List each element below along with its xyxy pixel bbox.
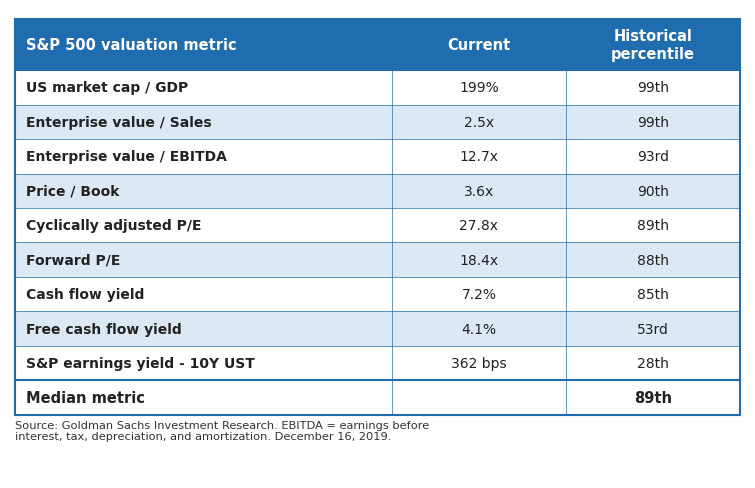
Bar bbox=[15, 174, 392, 208]
Bar bbox=[15, 277, 392, 312]
Text: Cyclically adjusted P/E: Cyclically adjusted P/E bbox=[26, 219, 202, 233]
Text: Price / Book: Price / Book bbox=[26, 184, 120, 198]
Bar bbox=[15, 208, 392, 243]
Bar bbox=[392, 140, 566, 174]
Text: Free cash flow yield: Free cash flow yield bbox=[26, 322, 182, 336]
Bar bbox=[15, 346, 392, 381]
Bar bbox=[15, 243, 392, 277]
Text: Current: Current bbox=[448, 38, 510, 53]
Text: 7.2%: 7.2% bbox=[461, 287, 497, 302]
Bar bbox=[566, 105, 740, 140]
Bar bbox=[392, 346, 566, 381]
Text: Enterprise value / EBITDA: Enterprise value / EBITDA bbox=[26, 150, 227, 164]
Bar bbox=[566, 140, 740, 174]
Text: 3.6x: 3.6x bbox=[464, 184, 494, 198]
Bar bbox=[392, 381, 566, 415]
Text: 12.7x: 12.7x bbox=[460, 150, 498, 164]
Bar bbox=[566, 20, 740, 71]
Bar bbox=[566, 277, 740, 312]
Text: Forward P/E: Forward P/E bbox=[26, 253, 121, 267]
Text: 53rd: 53rd bbox=[637, 322, 669, 336]
Bar bbox=[15, 105, 392, 140]
Text: S&P 500 valuation metric: S&P 500 valuation metric bbox=[26, 38, 237, 53]
Text: Historical
percentile: Historical percentile bbox=[611, 29, 695, 61]
Text: 88th: 88th bbox=[637, 253, 669, 267]
Text: US market cap / GDP: US market cap / GDP bbox=[26, 81, 189, 95]
Text: Enterprise value / Sales: Enterprise value / Sales bbox=[26, 116, 212, 130]
Text: 2.5x: 2.5x bbox=[464, 116, 494, 130]
Text: 199%: 199% bbox=[459, 81, 499, 95]
Bar bbox=[392, 208, 566, 243]
Bar bbox=[15, 71, 392, 105]
Bar bbox=[392, 174, 566, 208]
Text: 99th: 99th bbox=[637, 116, 669, 130]
Text: 99th: 99th bbox=[637, 81, 669, 95]
Text: S&P earnings yield - 10Y UST: S&P earnings yield - 10Y UST bbox=[26, 356, 255, 370]
Bar bbox=[566, 71, 740, 105]
Text: 85th: 85th bbox=[637, 287, 669, 302]
Bar bbox=[392, 243, 566, 277]
Text: Source: Goldman Sachs Investment Research. EBITDA = earnings before
interest, ta: Source: Goldman Sachs Investment Researc… bbox=[15, 420, 430, 441]
Bar bbox=[566, 381, 740, 415]
Bar bbox=[15, 20, 392, 71]
Bar bbox=[392, 71, 566, 105]
Text: 28th: 28th bbox=[637, 356, 669, 370]
Bar bbox=[392, 105, 566, 140]
Text: 27.8x: 27.8x bbox=[460, 219, 498, 233]
Bar bbox=[392, 20, 566, 71]
Bar bbox=[15, 312, 392, 346]
Text: 4.1%: 4.1% bbox=[461, 322, 497, 336]
Bar bbox=[15, 381, 392, 415]
Bar bbox=[566, 346, 740, 381]
Text: Cash flow yield: Cash flow yield bbox=[26, 287, 145, 302]
Bar bbox=[15, 140, 392, 174]
Text: Median metric: Median metric bbox=[26, 390, 145, 405]
Bar bbox=[566, 312, 740, 346]
Bar bbox=[566, 174, 740, 208]
Text: 362 bps: 362 bps bbox=[451, 356, 507, 370]
Bar bbox=[392, 277, 566, 312]
Text: 18.4x: 18.4x bbox=[459, 253, 498, 267]
Text: 90th: 90th bbox=[637, 184, 669, 198]
Text: 89th: 89th bbox=[637, 219, 669, 233]
Text: 93rd: 93rd bbox=[637, 150, 669, 164]
Bar bbox=[566, 208, 740, 243]
Bar bbox=[392, 312, 566, 346]
Text: 89th: 89th bbox=[634, 390, 672, 405]
Bar bbox=[566, 243, 740, 277]
